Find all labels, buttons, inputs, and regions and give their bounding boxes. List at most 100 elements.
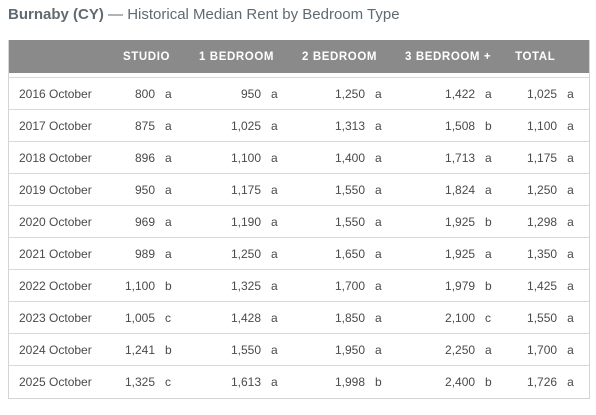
cell-1-bedroom-value: 1,175 [230,182,262,197]
header-studio: STUDIO [123,50,171,63]
cell-2-bedroom-reliability: a [375,310,382,325]
cell-studio-value: 1,241 [124,342,155,357]
cell-total-reliability: a [567,214,574,229]
cell-2-bedroom-value: 1,550 [335,182,366,197]
cell-total-reliability: a [567,182,574,197]
cell-2-bedroom-reliability: a [375,246,382,261]
cell-2-bedroom-value: 1,850 [335,310,366,325]
cell-3-bedroom-plus-value: 1,925 [445,246,476,261]
cell-3-bedroom-plus-value: 1,422 [445,86,476,101]
cell-1-bedroom-reliability: a [271,278,278,293]
row-period: 2023 October [19,310,92,325]
cell-3-bedroom-plus-value: 1,925 [445,214,476,229]
cell-3-bedroom-plus-value: 1,713 [445,150,476,165]
cell-studio-value: 969 [134,214,155,229]
cell-total-value: 1,726 [527,374,558,389]
cell-studio-reliability: c [165,374,171,389]
cell-studio-reliability: a [165,246,172,261]
cell-studio-reliability: a [165,118,172,133]
cell-2-bedroom-reliability: a [375,342,382,357]
median-rent-table-container: STUDIO 1 BEDROOM 2 BEDROOM 3 BEDROOM + T… [8,40,590,399]
cell-studio-value: 989 [134,246,155,261]
cell-1-bedroom-value: 1,250 [230,246,262,261]
table-spacer-row [9,73,590,78]
cell-1-bedroom-value: 1,025 [230,118,262,133]
cell-1-bedroom-reliability: a [271,310,278,325]
table-row: 2025 October 1,325 c 1,613 a 1,998 b 2,400 b 1,72… [9,366,589,398]
cell-3-bedroom-plus-reliability: b [485,374,492,389]
cell-total-value: 1,175 [527,150,558,165]
table-row: 2017 October 875 a 1,025 a 1,313 a 1,508 b 1,100 a [9,110,590,142]
cell-1-bedroom-value: 1,613 [230,374,262,389]
table-header-row: STUDIO 1 BEDROOM 2 BEDROOM 3 BEDROOM + T… [9,40,590,73]
page-title: Burnaby (CY) — Historical Median Rent by… [8,6,400,28]
cell-studio-value: 950 [134,182,155,197]
cell-total-value: 1,350 [527,246,558,261]
cell-2-bedroom-value: 1,998 [335,374,366,389]
cell-2-bedroom-value: 1,650 [335,246,366,261]
row-period: 2019 October [19,182,92,197]
table-row: 2018 October 896 a 1,100 a 1,400 a 1,713 a 1,175 a [9,142,590,174]
page-title-subtitle: Historical Median Rent by Bedroom Type [127,6,400,23]
cell-3-bedroom-plus-value: 2,400 [445,374,476,389]
cell-total-value: 1,700 [527,342,558,357]
cell-2-bedroom-value: 1,950 [335,342,366,357]
cell-1-bedroom-reliability: a [271,246,278,261]
cell-1-bedroom-value: 1,325 [230,278,262,293]
cell-studio-reliability: a [165,214,172,229]
cell-1-bedroom-reliability: a [271,118,278,133]
cell-total-reliability: a [567,246,574,261]
cell-3-bedroom-plus-reliability: c [485,310,492,325]
cell-total-value: 1,100 [527,118,558,133]
cell-3-bedroom-plus-reliability: a [485,182,492,197]
cell-total-reliability: a [567,86,574,101]
cell-1-bedroom-value: 1,190 [230,214,262,229]
row-period: 2021 October [19,246,92,261]
row-period: 2025 October [19,374,92,389]
cell-total-reliability: a [567,342,574,357]
cell-3-bedroom-plus-value: 1,824 [445,182,476,197]
table-row: 2019 October 950 a 1,175 a 1,550 a 1,824 a 1,250 a [9,174,590,206]
row-period: 2018 October [19,150,92,165]
cell-studio-value: 896 [134,150,155,165]
cell-2-bedroom-value: 1,250 [335,86,366,101]
cell-1-bedroom-reliability: a [271,342,278,357]
header-total: TOTAL [515,50,556,63]
cell-studio-reliability: b [165,342,172,357]
cell-1-bedroom-value: 1,550 [230,342,262,357]
row-period: 2022 October [19,278,92,293]
cell-1-bedroom-reliability: a [271,374,278,389]
cell-2-bedroom-reliability: a [375,118,382,133]
cell-2-bedroom-value: 1,313 [335,118,366,133]
header-3-bedroom-plus: 3 BEDROOM + [405,50,492,63]
cell-3-bedroom-plus-value: 2,250 [445,342,476,357]
cell-2-bedroom-reliability: a [375,150,382,165]
header-1-bedroom: 1 BEDROOM [199,50,275,63]
cell-2-bedroom-value: 1,550 [335,214,366,229]
row-period: 2024 October [19,342,92,357]
row-period: 2017 October [19,118,92,133]
cell-total-reliability: a [567,374,574,389]
table-row: 2016 October 800 a 950 a 1,250 a 1,422 a 1,025 a [9,78,590,110]
table-row: 2020 October 969 a 1,190 a 1,550 a 1,925 b 1,298 a [9,206,590,238]
cell-1-bedroom-value: 1,428 [230,310,262,325]
cell-3-bedroom-plus-reliability: b [485,118,492,133]
cell-total-reliability: a [567,150,574,165]
table-row: 2024 October 1,241 b 1,550 a 1,950 a 2,250 a 1,70… [9,334,590,366]
cell-2-bedroom-reliability: a [375,214,382,229]
cell-1-bedroom-reliability: a [271,150,278,165]
cell-2-bedroom-reliability: b [375,374,382,389]
cell-3-bedroom-plus-reliability: a [485,246,492,261]
cell-3-bedroom-plus-reliability: b [485,278,492,293]
cell-studio-reliability: a [165,150,172,165]
cell-3-bedroom-plus-reliability: a [485,342,492,357]
cell-2-bedroom-reliability: a [375,182,382,197]
median-rent-table: STUDIO 1 BEDROOM 2 BEDROOM 3 BEDROOM + T… [9,40,590,398]
cell-studio-value: 1,100 [124,278,155,293]
cell-studio-reliability: b [165,278,172,293]
table-row: 2021 October 989 a 1,250 a 1,650 a 1,925 a 1,350 a [9,238,590,270]
cell-studio-value: 875 [134,118,155,133]
cell-total-reliability: a [567,278,574,293]
header-period [9,40,107,73]
page-title-separator: — [108,6,124,23]
